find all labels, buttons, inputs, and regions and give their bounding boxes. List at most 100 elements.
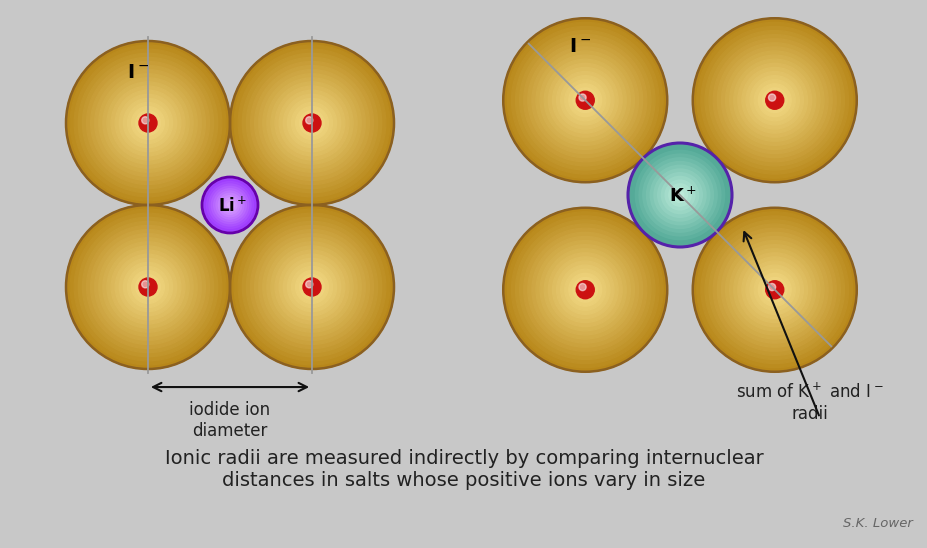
Circle shape (745, 261, 803, 318)
Circle shape (577, 92, 592, 109)
Circle shape (725, 241, 823, 339)
Circle shape (144, 283, 152, 291)
Circle shape (95, 233, 201, 340)
Circle shape (250, 61, 373, 185)
Circle shape (95, 70, 201, 176)
Circle shape (250, 225, 373, 349)
Circle shape (140, 279, 156, 295)
Circle shape (768, 94, 775, 101)
Circle shape (531, 236, 638, 343)
Circle shape (631, 147, 728, 243)
Circle shape (765, 281, 783, 299)
Circle shape (552, 257, 617, 323)
Circle shape (700, 216, 847, 363)
Circle shape (218, 193, 241, 216)
Circle shape (142, 117, 148, 124)
Circle shape (708, 35, 840, 166)
Circle shape (580, 96, 589, 104)
Circle shape (556, 72, 614, 129)
Circle shape (713, 39, 835, 162)
Circle shape (565, 80, 605, 121)
Circle shape (708, 224, 840, 355)
Circle shape (120, 94, 176, 152)
Circle shape (267, 78, 357, 168)
Circle shape (303, 279, 320, 295)
Circle shape (287, 99, 337, 147)
Circle shape (254, 230, 369, 344)
Circle shape (139, 278, 157, 296)
Circle shape (565, 269, 605, 310)
Circle shape (540, 55, 629, 145)
Circle shape (576, 281, 593, 299)
Circle shape (305, 281, 312, 288)
Circle shape (132, 271, 164, 304)
Circle shape (123, 262, 172, 312)
Circle shape (144, 119, 152, 127)
Circle shape (299, 111, 324, 135)
Circle shape (572, 88, 597, 112)
Circle shape (238, 213, 386, 361)
Circle shape (507, 22, 663, 178)
Circle shape (299, 275, 324, 299)
Circle shape (737, 253, 811, 327)
Circle shape (568, 84, 601, 117)
Circle shape (766, 92, 782, 109)
Circle shape (274, 250, 349, 324)
Circle shape (519, 35, 650, 166)
Circle shape (74, 213, 222, 361)
Circle shape (127, 266, 169, 307)
Circle shape (552, 67, 617, 133)
Text: iodide ion
diameter: iodide ion diameter (189, 401, 271, 440)
Circle shape (527, 43, 642, 158)
Circle shape (737, 64, 811, 137)
Circle shape (227, 203, 232, 207)
Circle shape (123, 99, 172, 147)
Circle shape (560, 265, 609, 315)
Circle shape (78, 218, 218, 357)
Circle shape (66, 205, 230, 369)
Circle shape (523, 39, 646, 162)
Circle shape (115, 254, 181, 320)
Circle shape (536, 51, 634, 150)
Circle shape (308, 283, 316, 291)
Circle shape (279, 90, 345, 156)
Circle shape (556, 261, 614, 318)
Circle shape (725, 51, 823, 150)
Circle shape (83, 221, 213, 352)
Circle shape (713, 229, 835, 351)
Circle shape (749, 265, 798, 315)
Circle shape (705, 220, 844, 359)
Circle shape (271, 82, 352, 164)
Circle shape (209, 184, 250, 226)
Circle shape (705, 31, 844, 170)
Circle shape (650, 165, 709, 225)
Circle shape (115, 90, 181, 156)
Circle shape (267, 242, 357, 332)
Circle shape (568, 273, 601, 306)
Circle shape (729, 244, 819, 335)
Circle shape (221, 196, 239, 214)
Circle shape (132, 107, 164, 139)
Circle shape (511, 26, 658, 174)
Circle shape (78, 53, 218, 193)
Circle shape (665, 180, 694, 210)
Circle shape (207, 182, 253, 229)
Circle shape (142, 281, 148, 288)
Circle shape (543, 59, 626, 141)
Circle shape (86, 225, 210, 349)
Text: I$^-$: I$^-$ (568, 37, 590, 56)
Circle shape (668, 184, 691, 206)
Circle shape (676, 191, 683, 199)
Circle shape (259, 70, 365, 176)
Circle shape (543, 249, 626, 331)
Circle shape (635, 151, 724, 239)
Circle shape (211, 186, 248, 224)
Circle shape (531, 47, 638, 153)
Circle shape (242, 53, 381, 193)
Circle shape (519, 224, 650, 355)
Circle shape (271, 246, 352, 328)
Circle shape (222, 198, 236, 212)
Circle shape (729, 55, 819, 145)
Circle shape (98, 238, 197, 336)
Circle shape (511, 216, 658, 363)
